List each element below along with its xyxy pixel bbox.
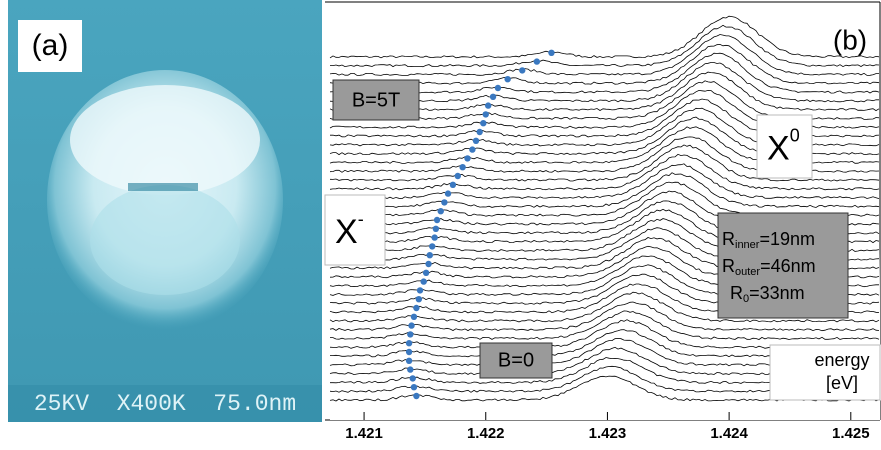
value: =19nm <box>759 229 815 249</box>
trion-peak <box>434 217 440 223</box>
trion-peak <box>408 322 414 328</box>
trion-peak <box>450 182 456 188</box>
trion-peak <box>473 138 479 144</box>
trion-peak <box>429 243 435 249</box>
sem-image: (a) 25KV X400K 75.0nm <box>8 0 322 422</box>
trion-peak <box>469 146 475 152</box>
trion-peak <box>406 340 412 346</box>
trion-peak <box>476 129 482 135</box>
x-tick-label: 1.422 <box>467 425 505 442</box>
field-label: B=0 <box>498 349 534 371</box>
axis-unit: [eV] <box>826 373 858 393</box>
trion-peak <box>407 366 413 372</box>
trion-peak <box>459 164 465 170</box>
trion-peak <box>480 120 486 126</box>
trion-peak <box>441 199 447 205</box>
trion-peak <box>423 270 429 276</box>
subscript: inner <box>735 239 760 251</box>
trion-peak <box>411 384 417 390</box>
trion-peak <box>485 102 491 108</box>
trion-peak <box>407 331 413 337</box>
trion-peak <box>425 261 431 267</box>
symbol: X <box>767 129 790 167</box>
trion-peak <box>490 94 496 100</box>
x-tick-label: 1.425 <box>832 425 870 442</box>
panel-label: (b) <box>833 24 867 55</box>
trace <box>330 16 879 58</box>
trion-peak <box>410 375 416 381</box>
field-label: B=5T <box>352 89 400 111</box>
panel-label: (a) <box>32 29 69 62</box>
symbol: R <box>722 229 735 249</box>
trion-peak <box>413 305 419 311</box>
x-tick-label: 1.421 <box>345 425 383 442</box>
trion-peak <box>495 85 501 91</box>
trion-peak <box>420 278 426 284</box>
trion-peak <box>406 349 412 355</box>
radius-label: R0=33nm <box>730 283 805 305</box>
trion-peak <box>464 155 470 161</box>
symbol: R <box>730 283 743 303</box>
superscript: 0 <box>790 125 800 145</box>
trion-peak <box>445 190 451 196</box>
trion-peak <box>483 111 489 117</box>
symbol: R <box>722 256 735 276</box>
value: =33nm <box>749 283 805 303</box>
trion-peak <box>438 208 444 214</box>
trion-peak <box>411 314 417 320</box>
trion-peak <box>417 287 423 293</box>
trion-peak <box>433 226 439 232</box>
subscript: outer <box>735 266 760 278</box>
trion-peak <box>406 358 412 364</box>
trion-peak <box>548 50 554 56</box>
x-tick-label: 1.423 <box>589 425 627 442</box>
trion-peak <box>534 58 540 64</box>
trion-peak <box>504 76 510 82</box>
trion-peak <box>519 67 525 73</box>
value: =46nm <box>760 256 816 276</box>
scale-text: 25KV X400K 75.0nm <box>34 391 296 417</box>
trion-peak <box>427 252 433 258</box>
axis-label: energy <box>814 350 869 370</box>
x-tick-label: 1.424 <box>710 425 748 442</box>
symbol: X <box>335 213 358 251</box>
figure: (a) 25KV X400K 75.0nm 1.421 1.422 1.423 1.4… <box>0 0 881 445</box>
superscript: - <box>358 209 364 229</box>
trion-peak <box>416 296 422 302</box>
trion-peak <box>455 173 461 179</box>
trion-peak <box>431 234 437 240</box>
trion-peak <box>413 393 419 399</box>
